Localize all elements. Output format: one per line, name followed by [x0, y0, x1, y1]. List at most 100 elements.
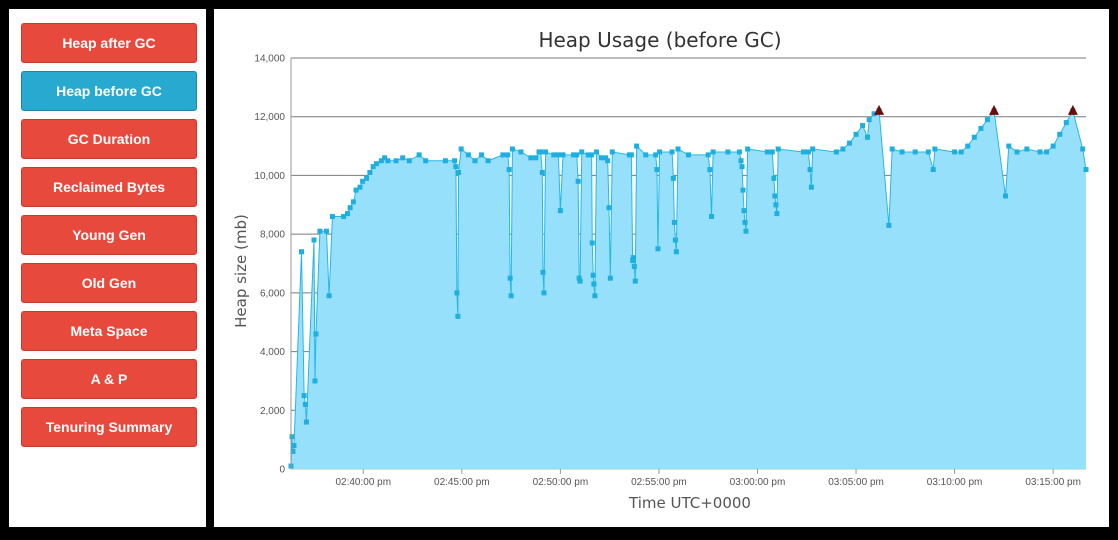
data-point[interactable]	[508, 293, 514, 299]
data-point[interactable]	[290, 448, 296, 454]
data-point[interactable]	[598, 155, 604, 161]
data-point[interactable]	[299, 249, 305, 255]
data-point[interactable]	[1037, 149, 1043, 155]
data-point[interactable]	[585, 152, 591, 158]
data-point[interactable]	[773, 202, 779, 208]
data-point[interactable]	[574, 152, 580, 158]
data-point[interactable]	[370, 164, 376, 170]
data-point[interactable]	[303, 419, 309, 425]
data-point[interactable]	[1063, 120, 1069, 126]
data-point[interactable]	[329, 214, 335, 220]
data-point[interactable]	[455, 313, 461, 319]
data-point[interactable]	[930, 167, 936, 173]
data-point[interactable]	[485, 158, 491, 164]
data-point[interactable]	[771, 175, 777, 181]
data-point[interactable]	[738, 158, 744, 164]
data-point[interactable]	[705, 152, 711, 158]
data-point[interactable]	[710, 149, 716, 155]
data-point[interactable]	[630, 258, 636, 264]
data-point[interactable]	[518, 149, 524, 155]
nav-button-reclaimed-bytes[interactable]: Reclaimed Bytes	[21, 167, 197, 207]
data-point[interactable]	[458, 146, 464, 152]
data-point[interactable]	[686, 152, 691, 158]
data-point[interactable]	[590, 272, 596, 278]
data-point[interactable]	[632, 278, 638, 284]
data-point[interactable]	[393, 158, 399, 164]
data-point[interactable]	[539, 169, 545, 175]
data-point[interactable]	[367, 169, 373, 175]
data-point[interactable]	[775, 146, 781, 152]
data-point[interactable]	[364, 175, 370, 181]
nav-button-heap-before-gc[interactable]: Heap before GC	[21, 71, 197, 111]
data-point[interactable]	[360, 178, 366, 184]
data-point[interactable]	[579, 149, 585, 155]
data-point[interactable]	[774, 211, 780, 217]
data-point[interactable]	[707, 167, 713, 173]
data-point[interactable]	[301, 393, 307, 399]
data-point[interactable]	[603, 155, 609, 161]
data-point[interactable]	[479, 152, 485, 158]
data-point[interactable]	[575, 178, 581, 184]
nav-button-a-p[interactable]: A & P	[21, 359, 197, 399]
data-point[interactable]	[805, 149, 811, 155]
data-point[interactable]	[740, 187, 746, 193]
nav-button-heap-after-gc[interactable]: Heap after GC	[21, 23, 197, 63]
data-point[interactable]	[317, 228, 323, 234]
data-point[interactable]	[345, 211, 350, 217]
data-point[interactable]	[576, 275, 582, 281]
data-point[interactable]	[465, 152, 471, 158]
data-point[interactable]	[807, 167, 813, 173]
data-point[interactable]	[889, 146, 895, 152]
data-point[interactable]	[289, 434, 295, 440]
data-point[interactable]	[1003, 193, 1009, 199]
data-point[interactable]	[323, 228, 329, 234]
data-point[interactable]	[736, 149, 742, 155]
data-point[interactable]	[507, 275, 513, 281]
data-point[interactable]	[500, 152, 506, 158]
data-point[interactable]	[725, 149, 731, 155]
data-point[interactable]	[555, 152, 561, 158]
data-point[interactable]	[655, 246, 661, 252]
data-point[interactable]	[311, 237, 317, 243]
data-point[interactable]	[853, 131, 859, 137]
data-point[interactable]	[654, 167, 660, 173]
data-point[interactable]	[313, 331, 319, 337]
data-point[interactable]	[589, 152, 595, 158]
data-point[interactable]	[971, 134, 977, 140]
data-point[interactable]	[628, 152, 634, 158]
data-point[interactable]	[675, 146, 681, 152]
data-point[interactable]	[442, 158, 448, 164]
data-point[interactable]	[543, 149, 549, 155]
data-point[interactable]	[353, 187, 359, 193]
nav-button-gc-duration[interactable]: GC Duration	[21, 119, 197, 159]
data-point[interactable]	[382, 155, 388, 161]
data-point[interactable]	[551, 152, 557, 158]
data-point[interactable]	[571, 152, 577, 158]
data-point[interactable]	[670, 175, 676, 181]
data-point[interactable]	[833, 149, 839, 155]
data-point[interactable]	[958, 149, 964, 155]
data-point[interactable]	[1024, 146, 1030, 152]
data-point[interactable]	[764, 149, 770, 155]
data-point[interactable]	[673, 249, 679, 255]
data-point[interactable]	[509, 146, 515, 152]
data-point[interactable]	[669, 149, 675, 155]
data-point[interactable]	[533, 155, 539, 161]
peak-marker[interactable]	[1067, 104, 1078, 115]
data-point[interactable]	[886, 222, 892, 228]
data-point[interactable]	[1050, 143, 1056, 149]
data-point[interactable]	[871, 111, 877, 117]
data-point[interactable]	[952, 149, 958, 155]
data-point[interactable]	[540, 269, 546, 275]
data-point[interactable]	[472, 158, 478, 164]
nav-button-young-gen[interactable]: Young Gen	[21, 215, 197, 255]
data-point[interactable]	[965, 143, 971, 149]
nav-button-tenuring-summary[interactable]: Tenuring Summary	[21, 407, 197, 447]
data-point[interactable]	[739, 164, 745, 170]
data-point[interactable]	[312, 378, 318, 384]
data-point[interactable]	[607, 275, 613, 281]
data-point[interactable]	[594, 149, 600, 155]
data-point[interactable]	[577, 278, 583, 284]
data-point[interactable]	[605, 158, 611, 164]
peak-marker[interactable]	[874, 104, 885, 115]
